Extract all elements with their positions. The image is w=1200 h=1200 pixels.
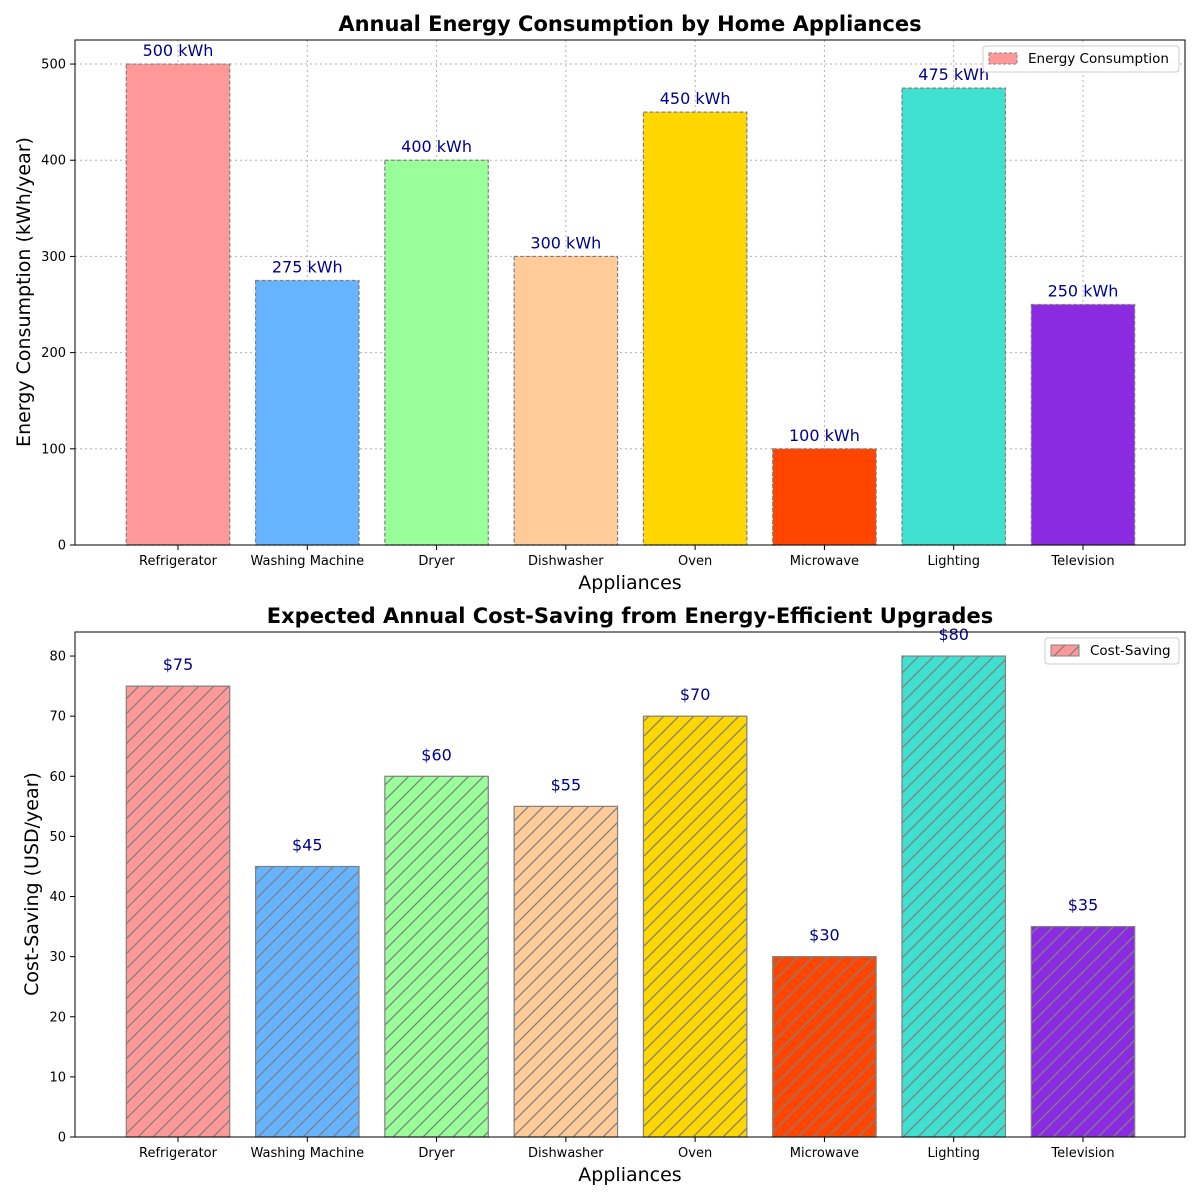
data-label: $75 [163,655,194,674]
y-tick-label: 20 [49,1010,66,1025]
plot-frame [74,631,1186,1138]
data-label: 300 kWh [530,233,601,252]
y-tick-label: 30 [49,950,66,965]
bar-hatch [384,776,489,1137]
x-axis-label: Appliances [578,1164,681,1186]
x-tick-label: Lighting [927,1146,980,1161]
y-tick-label: 50 [49,830,66,845]
x-tick-label: Dishwasher [528,554,604,569]
x-tick-label: Oven [678,1146,712,1161]
y-tick-label: 0 [58,539,66,554]
y-tick-label: 500 [41,58,66,73]
plot-frame [74,39,1186,546]
bar-hatch [514,806,618,1137]
data-label: $60 [421,745,452,764]
y-tick-label: 10 [49,1070,66,1085]
data-label: 400 kWh [401,137,472,156]
x-tick-label: Oven [678,554,712,569]
legend: Energy Consumption [982,45,1180,73]
data-label: 250 kWh [1048,282,1119,301]
y-tick-label: 300 [41,250,66,265]
bar-dishwasher [513,255,619,546]
chart-title: Expected Annual Cost-Saving from Energy-… [267,604,993,628]
legend-swatch [988,52,1018,65]
data-label: $45 [292,835,323,854]
data-label: 475 kWh [918,65,989,84]
bar-refrigerator [125,63,231,546]
data-label: 275 kWh [272,257,343,276]
y-tick-label: 70 [49,710,66,725]
x-tick-label: Television [1050,1146,1114,1161]
legend: Cost-Saving [1044,637,1180,665]
y-tick-label: 200 [41,346,66,361]
x-tick-label: Dryer [418,554,455,569]
data-label: $70 [680,685,711,704]
legend-label: Cost-Saving [1090,643,1171,659]
energy-chart: Annual Energy Consumption by Home Applia… [13,12,1186,594]
y-tick-label: 60 [49,770,66,785]
x-tick-label: Washing Machine [250,1146,364,1161]
bar-television [1030,303,1136,546]
data-label: 450 kWh [660,89,731,108]
data-label: 100 kWh [789,426,860,445]
data-label: 500 kWh [143,41,214,60]
y-tick-label: 0 [58,1131,66,1146]
y-tick-label: 40 [49,890,66,905]
bar-hatch [126,686,230,1137]
bar-hatch [1031,926,1135,1137]
y-tick-label: 80 [49,650,66,665]
legend-swatch-hatch [1051,645,1079,656]
x-tick-label: Refrigerator [139,1146,218,1161]
data-label: $80 [938,625,969,644]
x-axis-label: Appliances [578,572,681,594]
x-tick-label: Microwave [790,554,859,569]
legend-label: Energy Consumption [1028,51,1169,67]
bar-hatch [772,956,877,1137]
y-tick-label: 100 [41,442,66,457]
chart-title: Annual Energy Consumption by Home Applia… [338,12,921,36]
legend-box [982,45,1180,73]
x-tick-label: Microwave [790,1146,859,1161]
x-tick-label: Refrigerator [139,554,218,569]
bar-washing-machine [254,279,360,546]
data-label: $55 [551,775,582,794]
y-tick-label: 400 [41,154,66,169]
bar-hatch [255,866,359,1137]
data-label: $35 [1068,896,1099,915]
data-label: $30 [809,926,840,945]
bar-lighting [901,87,1007,546]
bar-oven [642,111,748,546]
bar-hatch [902,656,1006,1137]
bar-dryer [384,159,489,546]
y-axis-label: Energy Consumption (kWh/year) [13,137,35,447]
x-tick-label: Lighting [927,554,980,569]
x-tick-label: Television [1050,554,1114,569]
bar-hatch [643,716,747,1137]
cost-saving-chart: Expected Annual Cost-Saving from Energy-… [21,604,1186,1186]
y-axis-label: Cost-Saving (USD/year) [21,772,43,996]
x-tick-label: Washing Machine [250,554,364,569]
x-tick-label: Dishwasher [528,1146,604,1161]
x-tick-label: Dryer [418,1146,455,1161]
bar-microwave [772,448,877,546]
